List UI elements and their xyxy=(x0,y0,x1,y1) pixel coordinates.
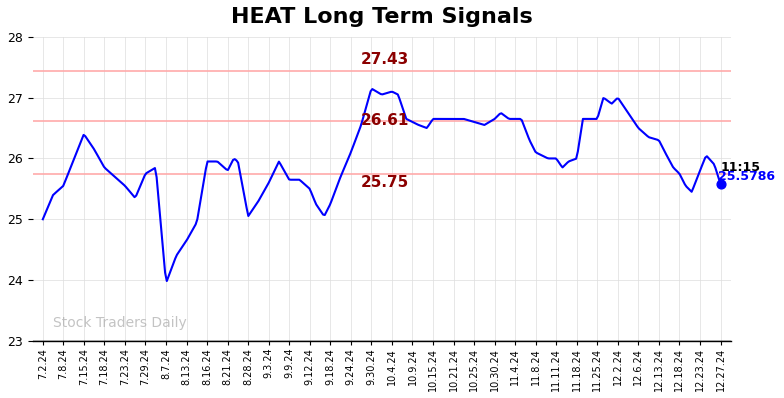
Text: 26.61: 26.61 xyxy=(361,113,409,128)
Text: 25.5786: 25.5786 xyxy=(718,170,775,183)
Text: 25.75: 25.75 xyxy=(361,175,409,190)
Title: HEAT Long Term Signals: HEAT Long Term Signals xyxy=(230,7,532,27)
Text: Stock Traders Daily: Stock Traders Daily xyxy=(53,316,187,330)
Point xyxy=(714,181,727,187)
Text: 27.43: 27.43 xyxy=(361,52,409,67)
Text: 11:15: 11:15 xyxy=(720,161,760,174)
